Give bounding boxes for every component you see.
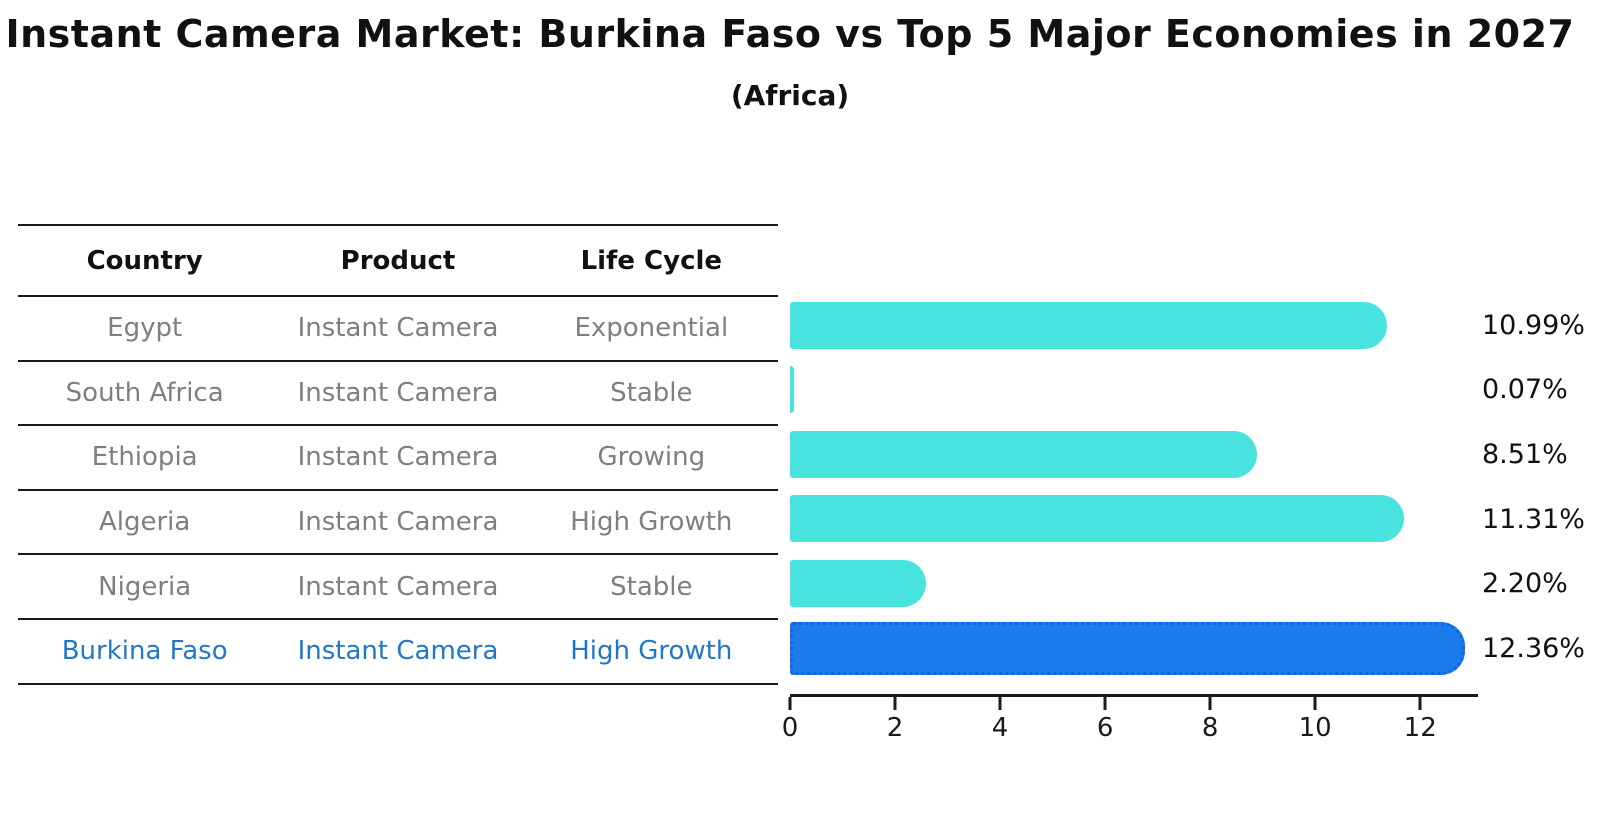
cell-country: Algeria (98, 507, 191, 538)
x-axis-tick (998, 697, 1002, 710)
cell-country: Nigeria (98, 571, 192, 602)
column-header-life-cycle: Life Cycle (580, 245, 723, 276)
x-axis-tick-label: 8 (1201, 713, 1219, 743)
cell-life-cycle: Growing (597, 442, 706, 473)
bar-egypt (790, 301, 1388, 349)
value-label-ethiopia: 8.51% (1482, 438, 1568, 470)
column-header-product: Product (340, 245, 456, 276)
cell-product: Instant Camera (297, 313, 499, 344)
cell-life-cycle: Stable (610, 377, 693, 408)
bar-row (790, 422, 1478, 487)
cell-product: Instant Camera (297, 636, 499, 667)
value-label-algeria: 11.31% (1482, 503, 1585, 535)
x-axis-tick (1103, 697, 1107, 710)
cell-product: Instant Camera (297, 442, 499, 473)
bar-burkina-faso-highlighted (790, 622, 1466, 676)
x-axis-tick-label: 0 (781, 713, 799, 743)
summary-table: Country Product Life Cycle Egypt Instant… (18, 224, 778, 685)
x-axis-tick (1208, 697, 1212, 710)
cell-country: Egypt (107, 313, 183, 344)
chart-title: Instant Camera Market: Burkina Faso vs T… (5, 12, 1575, 56)
value-label-burkina-faso: 12.36% (1482, 632, 1585, 664)
x-axis-tick (893, 697, 897, 710)
bar-row (790, 293, 1478, 358)
bar-nigeria (790, 559, 926, 607)
cell-life-cycle: Exponential (574, 313, 729, 344)
x-axis-tick-label: 12 (1403, 713, 1437, 743)
value-label-nigeria: 2.20% (1482, 568, 1568, 600)
bar-row (790, 487, 1478, 552)
x-axis-tick-label: 2 (886, 713, 904, 743)
column-header-country: Country (86, 245, 203, 276)
bar-south-africa (790, 366, 794, 414)
x-axis-tick-label: 10 (1298, 713, 1332, 743)
x-axis-tick-label: 6 (1096, 713, 1114, 743)
cell-country: Burkina Faso (61, 636, 228, 667)
value-label-south-africa: 0.07% (1482, 374, 1568, 406)
cell-country: Ethiopia (91, 442, 198, 473)
table-row: Nigeria Instant Camera Stable (18, 555, 778, 620)
bar-row (790, 616, 1478, 681)
cell-life-cycle: Stable (610, 571, 693, 602)
bar-plot-area (790, 293, 1478, 681)
cell-product: Instant Camera (297, 571, 499, 602)
x-axis: 0 2 4 6 8 10 12 (782, 694, 1478, 743)
table-row: Algeria Instant Camera High Growth (18, 491, 778, 556)
table-row-highlighted: Burkina Faso Instant Camera High Growth (18, 620, 778, 685)
x-axis-tick (1418, 697, 1422, 710)
cell-product: Instant Camera (297, 507, 499, 538)
bar-row (790, 358, 1478, 423)
table-row: South Africa Instant Camera Stable (18, 362, 778, 427)
bar-algeria (790, 495, 1404, 543)
table-row: Ethiopia Instant Camera Growing (18, 426, 778, 491)
table-header-row: Country Product Life Cycle (18, 224, 778, 297)
bar-row (790, 551, 1478, 616)
cell-country: South Africa (65, 377, 224, 408)
chart-subtitle: (Africa) (730, 79, 850, 112)
table-row: Egypt Instant Camera Exponential (18, 297, 778, 362)
cell-life-cycle: High Growth (570, 636, 733, 667)
cell-life-cycle: High Growth (570, 507, 733, 538)
value-label-egypt: 10.99% (1482, 309, 1585, 341)
value-label-column: 10.99% 0.07% 8.51% 11.31% 2.20% 12.36% (1482, 293, 1610, 681)
x-axis-tick-label: 4 (991, 713, 1009, 743)
x-axis-tick (788, 697, 792, 710)
bar-ethiopia (790, 430, 1257, 478)
cell-product: Instant Camera (297, 377, 499, 408)
x-axis-tick (1313, 697, 1317, 710)
